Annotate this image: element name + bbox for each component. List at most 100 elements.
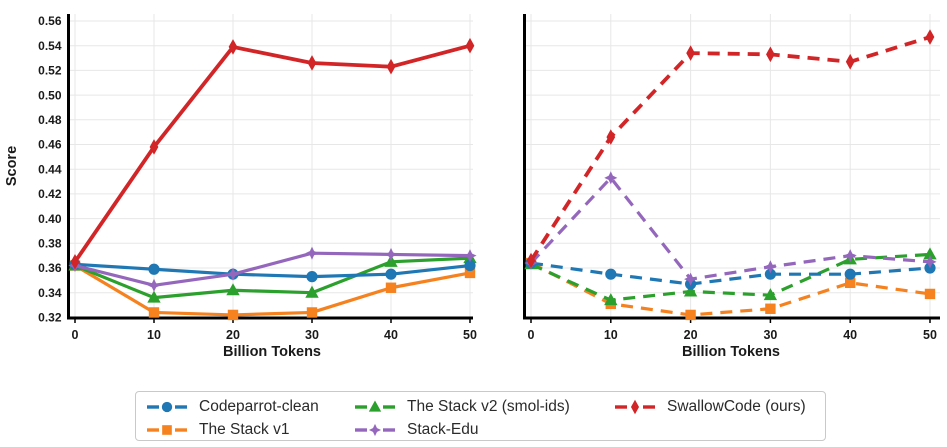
- series-line: [74, 251, 471, 287]
- marker-square: [765, 303, 776, 314]
- marker-star: [763, 260, 777, 274]
- marker-star: [368, 423, 382, 437]
- y-tick-label: 0.34: [38, 286, 62, 300]
- legend-swatch-diamond-icon: [615, 399, 655, 415]
- marker-star: [843, 249, 857, 263]
- x-tick-label: 10: [147, 328, 161, 342]
- marker-square: [385, 282, 397, 293]
- y-tick-label: 0.48: [38, 113, 62, 127]
- marker-star: [226, 267, 240, 281]
- legend-swatch-star-icon: [355, 423, 395, 437]
- marker-square: [685, 309, 696, 321]
- marker-circle: [161, 401, 173, 413]
- marker-square: [148, 307, 160, 318]
- x-tick-label: 30: [763, 328, 777, 342]
- marker-triangle: [226, 283, 240, 296]
- legend-item: The Stack v2 (smol-ids): [354, 397, 570, 417]
- x-tick-label: 50: [923, 328, 937, 342]
- marker-triangle: [384, 254, 398, 267]
- x-tick-label: 10: [604, 328, 618, 342]
- y-tick-label: 0.50: [38, 88, 62, 102]
- series-line: [530, 252, 931, 302]
- marker-diamond: [386, 58, 396, 75]
- marker-star: [305, 246, 319, 260]
- marker-diamond: [606, 129, 616, 145]
- marker-triangle: [763, 288, 778, 301]
- marker-diamond: [686, 45, 695, 61]
- y-tick-label: 0.36: [38, 261, 62, 275]
- marker-square: [162, 425, 172, 435]
- marker-diamond: [630, 399, 640, 415]
- x-tick-label: 40: [384, 328, 398, 342]
- x-tick-label: 20: [226, 328, 240, 342]
- series-line: [74, 256, 471, 300]
- y-tick-label: 0.42: [38, 187, 62, 201]
- y-tick-label: 0.56: [38, 14, 62, 28]
- marker-circle: [148, 263, 160, 275]
- marker-diamond: [228, 39, 238, 55]
- legend-label: SwallowCode (ours): [667, 398, 806, 415]
- x-axis-label-right: Billion Tokens: [682, 344, 780, 360]
- legend-swatch-square-icon: [147, 425, 187, 435]
- marker-star: [923, 255, 937, 269]
- y-tick-label: 0.52: [38, 64, 62, 78]
- marker-diamond: [845, 53, 855, 70]
- x-tick-label: 0: [72, 328, 79, 342]
- marker-circle: [605, 268, 617, 280]
- x-tick-label: 30: [305, 328, 319, 342]
- marker-square: [227, 309, 239, 321]
- legend-label: The Stack v1: [199, 421, 290, 438]
- marker-circle: [385, 268, 397, 280]
- legend: Codeparrot-clean The Stack v1 The Stack v2…: [135, 391, 826, 441]
- marker-square: [924, 288, 936, 300]
- marker-diamond: [307, 55, 317, 71]
- marker-diamond: [70, 254, 80, 270]
- marker-diamond: [925, 29, 935, 45]
- marker-star: [684, 272, 698, 286]
- marker-diamond: [149, 139, 159, 155]
- legend-swatch-triangle-icon: [355, 400, 395, 412]
- marker-triangle: [147, 290, 161, 303]
- marker-star: [604, 171, 618, 185]
- x-tick-label: 40: [843, 328, 857, 342]
- marker-square: [306, 307, 318, 318]
- marker-diamond: [465, 37, 475, 54]
- marker-triangle: [305, 285, 319, 298]
- series-line: [529, 176, 931, 281]
- x-axis-label-left: Billion Tokens: [223, 344, 321, 360]
- marker-triangle: [368, 400, 382, 412]
- legend-label: The Stack v2 (smol-ids): [407, 398, 570, 415]
- marker-circle: [306, 271, 318, 283]
- y-tick-label: 0.46: [38, 138, 62, 152]
- marker-diamond: [766, 46, 775, 63]
- marker-diamond: [526, 252, 536, 269]
- marker-triangle: [604, 293, 618, 306]
- series-line: [530, 261, 931, 286]
- series-line: [529, 35, 931, 262]
- y-tick-label: 0.32: [38, 311, 62, 325]
- y-axis-label: Score: [4, 146, 20, 186]
- marker-triangle: [683, 284, 698, 297]
- legend-item: Stack-Edu: [354, 420, 479, 440]
- marker-circle: [844, 268, 856, 280]
- legend-item: SwallowCode (ours): [614, 397, 806, 417]
- series-line: [74, 262, 471, 279]
- legend-label: Stack-Edu: [407, 421, 479, 438]
- x-tick-label: 0: [528, 328, 535, 342]
- right-panel: 0 10 20 30 40 50: [523, 14, 940, 342]
- series-line: [530, 261, 931, 317]
- legend-label: Codeparrot-clean: [199, 398, 319, 415]
- x-tick-label: 20: [684, 328, 698, 342]
- legend-swatch-circle-icon: [147, 401, 187, 413]
- y-tick-label: 0.40: [38, 212, 62, 226]
- marker-star: [463, 249, 477, 263]
- legend-item: The Stack v1: [146, 420, 289, 440]
- y-tick-label: 0.44: [38, 162, 62, 176]
- y-tick-label: 0.38: [38, 237, 62, 251]
- series-line: [73, 43, 471, 263]
- series-line: [74, 264, 471, 317]
- marker-star: [384, 247, 398, 261]
- legend-item: Codeparrot-clean: [146, 397, 319, 417]
- x-tick-label: 50: [463, 328, 477, 342]
